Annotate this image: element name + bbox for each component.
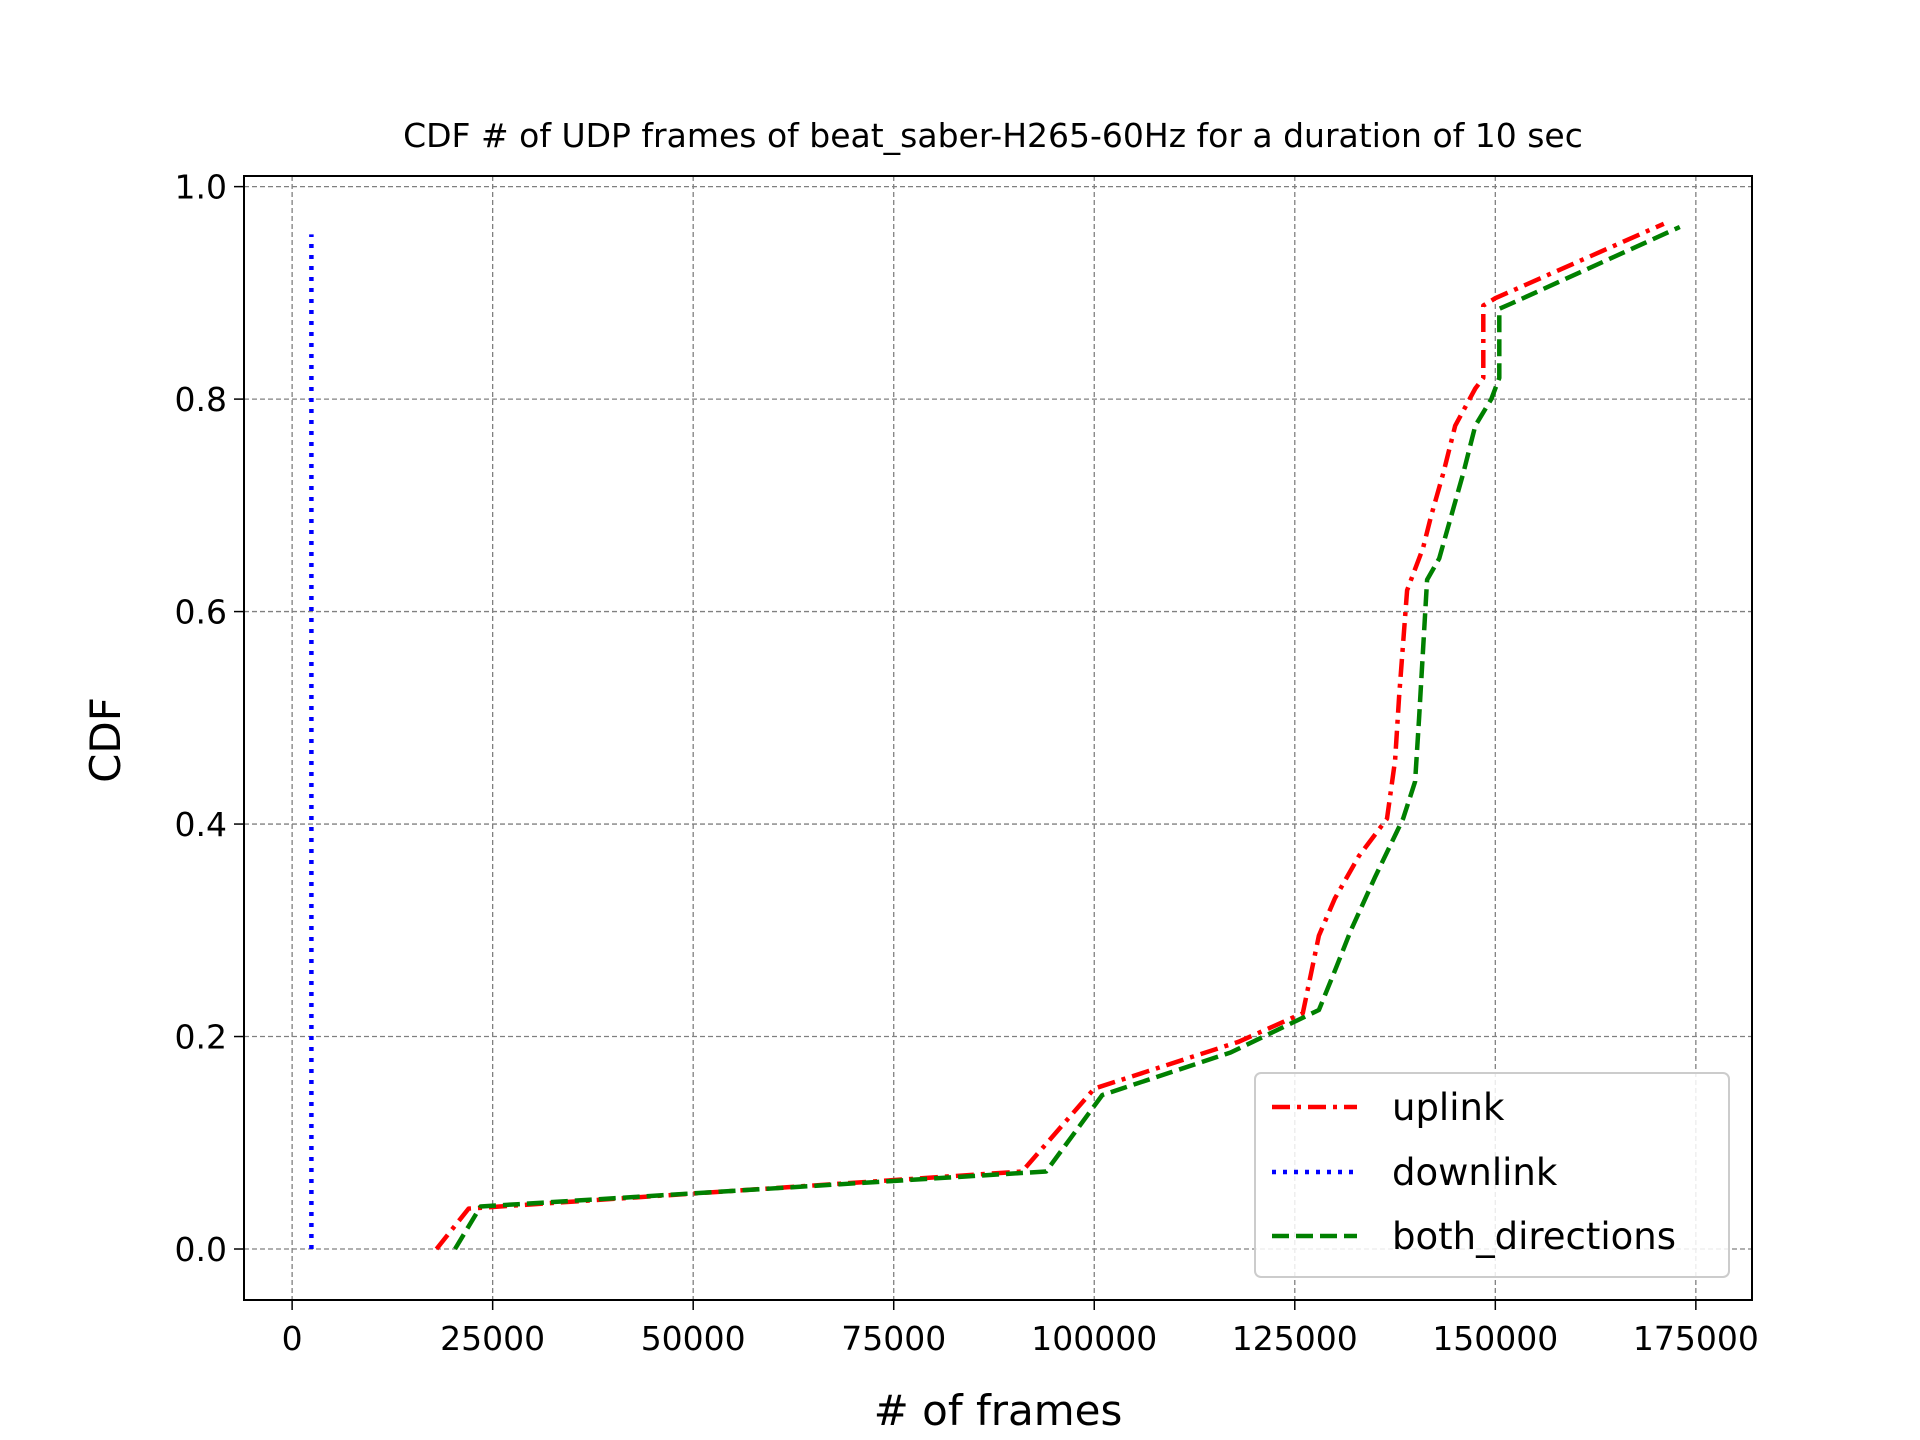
y-tick-label: 0.8: [175, 380, 227, 419]
x-tick-label: 0: [282, 1319, 303, 1358]
legend-box: [1254, 1072, 1730, 1278]
x-tick-label: 175000: [1633, 1319, 1759, 1358]
series-line-uplink: [434, 221, 1665, 1251]
x-tick-label: 125000: [1232, 1319, 1358, 1358]
y-tick-label: 0.4: [175, 805, 227, 844]
y-axis-ticks: 0.0 0.2 0.4 0.6 0.8 1.0: [175, 168, 244, 1269]
y-tick-label: 0.2: [175, 1018, 227, 1057]
y-tick-label: 0.6: [175, 593, 227, 632]
x-axis-ticks: 0 25000 50000 75000 100000 125000 150000 175000: [282, 1300, 1759, 1358]
x-tick-label: 75000: [841, 1319, 946, 1358]
x-tick-label: 150000: [1432, 1319, 1558, 1358]
legend-label-uplink: uplink: [1392, 1086, 1505, 1129]
x-tick-label: 50000: [641, 1319, 746, 1358]
grid: [244, 176, 1752, 1300]
series-line-both-directions: [453, 224, 1681, 1251]
y-axis-label: CDF: [81, 697, 130, 783]
legend-label-both-directions: both_directions: [1392, 1215, 1676, 1258]
series-lines: [309, 221, 1681, 1251]
x-tick-label: 25000: [440, 1319, 545, 1358]
x-tick-label: 100000: [1031, 1319, 1157, 1358]
legend-label-downlink: downlink: [1392, 1151, 1558, 1194]
plot-frame: [243, 175, 1753, 1301]
x-axis-label: # of frames: [874, 1386, 1123, 1435]
legend: uplink downlink both_directions: [1254, 1072, 1730, 1278]
chart-title: CDF # of UDP frames of beat_saber-H265-6…: [403, 116, 1583, 155]
y-tick-label: 0.0: [175, 1230, 227, 1269]
y-tick-label: 1.0: [175, 168, 227, 207]
